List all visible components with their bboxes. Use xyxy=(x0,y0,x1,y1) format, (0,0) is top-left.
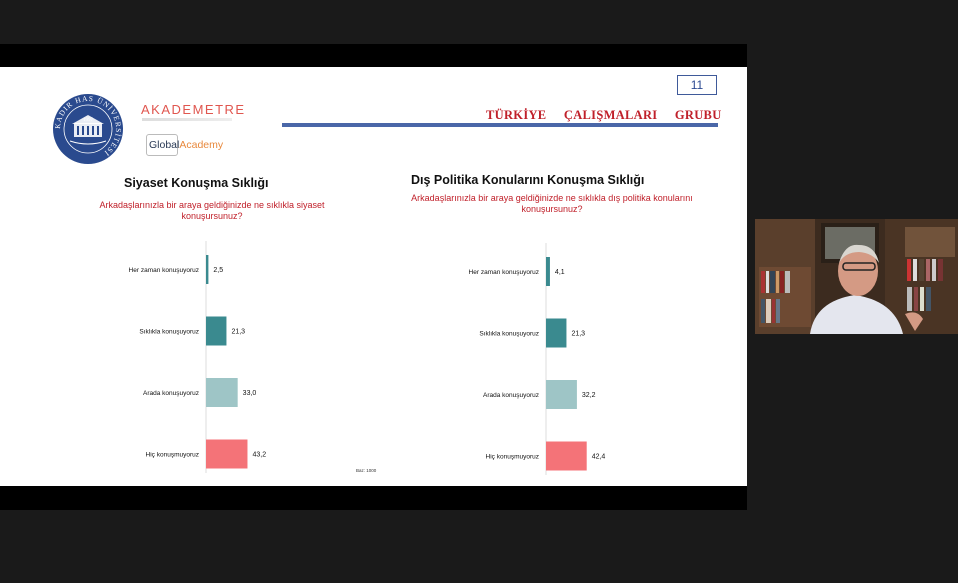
participant-video-thumbnail xyxy=(755,219,958,334)
chart-2-category-label-3: Hiç konuşmuyoruz xyxy=(486,454,539,461)
chart-2-title: Dış Politika Konularını Konuşma Sıklığı xyxy=(411,173,645,187)
chart-1-bar-chart: Her zaman konuşuyoruz 2,5 Sıklıkla konuşuy… xyxy=(129,241,266,473)
group-title: TÜRKİYE ÇALIŞMALARI GRUBU xyxy=(486,108,722,122)
chart-1-category-label-0: Her zaman konuşuyoruz xyxy=(129,267,199,274)
page-number-box xyxy=(677,75,717,95)
chart-2-value-label-0: 4,1 xyxy=(555,269,565,276)
chart-1-category-label-2: Arada konuşuyoruz xyxy=(143,390,199,397)
chart-2-bar-chart: Her zaman konuşuyoruz 4,1 Sıklıkla konuşuy… xyxy=(469,243,606,475)
chart-1-value-label-0: 2,5 xyxy=(213,267,223,274)
chart-2-bar-2 xyxy=(546,380,577,409)
chart-1-value-label-3: 43,2 xyxy=(252,452,266,459)
chart-2-value-label-2: 32,2 xyxy=(582,392,596,399)
chart-1-bar-3 xyxy=(206,439,248,469)
chart-2-value-label-1: 21,3 xyxy=(571,331,585,338)
base-note: Baz: 1000 xyxy=(356,468,377,473)
chart-2-category-label-2: Arada konuşuyoruz xyxy=(483,392,539,399)
page-number: 11 xyxy=(690,78,704,92)
chart-1-bar-0 xyxy=(206,255,209,284)
chart-1-value-label-2: 33,0 xyxy=(243,390,257,397)
seal-year: 1997 xyxy=(83,118,94,123)
chart-2-category-label-1: Sıklıkla konuşuyoruz xyxy=(479,331,539,338)
chart-1-bar-2 xyxy=(206,378,238,407)
akademetre-logo: AKADEMETRE xyxy=(141,102,246,117)
chart-1-question: Arkadaşlarınızla bir araya geldiğinizde … xyxy=(99,200,325,221)
chart-2-bar-1 xyxy=(546,318,567,348)
chart-2-question: Arkadaşlarınızla bir araya geldiğinizde … xyxy=(411,193,693,214)
presentation-slide: KADIR HAS ÜNİVERSİTESİ 1997 AKADEMETRE Gl… xyxy=(0,67,747,486)
global-academy-logo-frame xyxy=(146,134,178,156)
chart-2-value-label-3: 42,4 xyxy=(592,454,606,461)
chart-1-value-label-1: 21,3 xyxy=(231,329,245,336)
akademetre-tagline xyxy=(142,118,232,121)
chart-1-bar-1 xyxy=(206,316,227,346)
chart-1-title: Siyaset Konuşma Sıklığı xyxy=(124,176,269,190)
chart-2-category-label-0: Her zaman konuşuyoruz xyxy=(469,269,539,276)
header-rule xyxy=(282,123,718,127)
chart-1-category-label-3: Hiç konuşmuyoruz xyxy=(146,452,199,459)
chart-1-category-label-1: Sıklıkla konuşuyoruz xyxy=(139,329,199,336)
chart-2-bar-3 xyxy=(546,441,587,471)
global-academy-logo: GlobalAcademy xyxy=(149,139,224,151)
chart-2-bar-0 xyxy=(546,257,550,286)
